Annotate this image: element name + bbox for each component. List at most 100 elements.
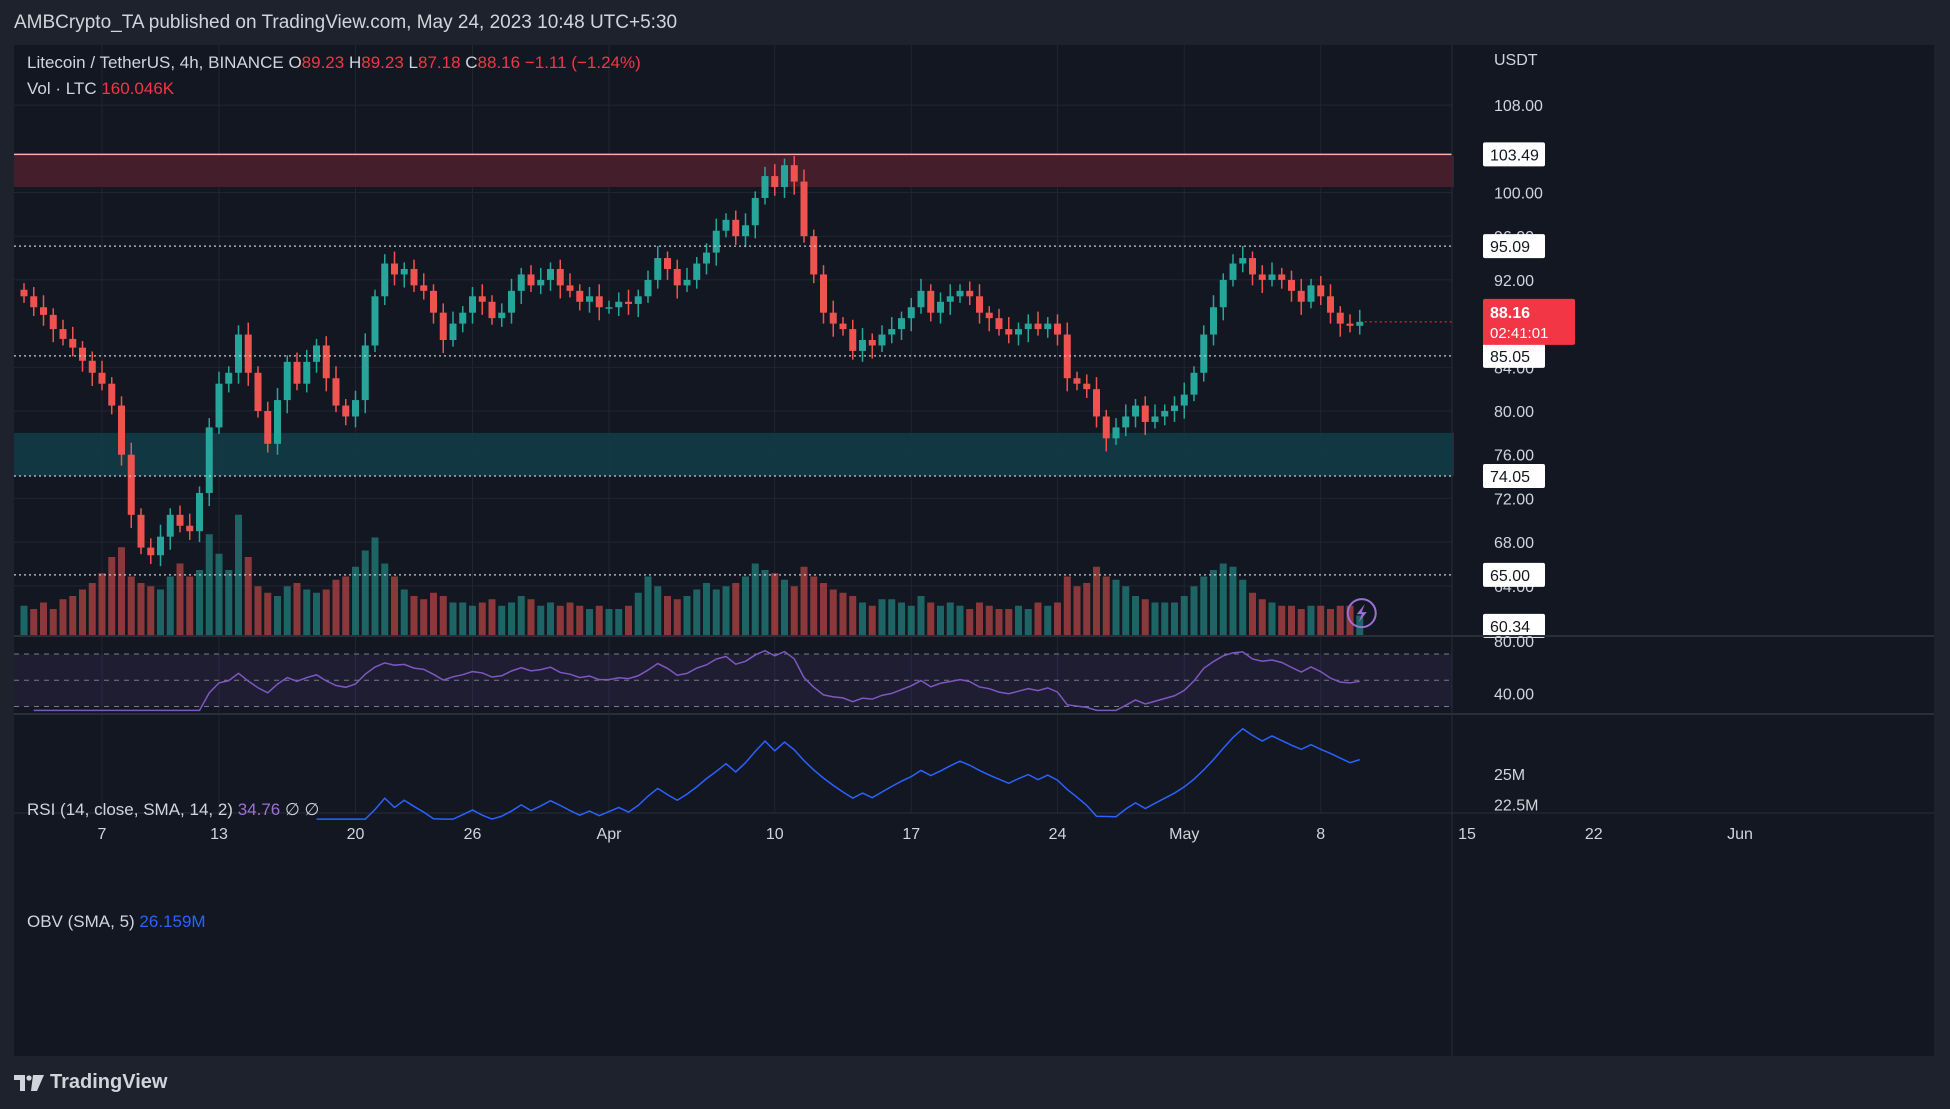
level-tag [1483,464,1545,489]
level-tag [1483,343,1545,368]
volume-bar [196,570,203,635]
candle-body [196,492,203,532]
candle-body [1229,263,1237,280]
volume-bar [69,596,77,635]
candle-body [985,312,993,319]
volume-bar [381,563,389,635]
volume-bar [88,583,96,635]
chart-frame[interactable]: USDT108.00100.0096.0092.0084.0080.0076.0… [14,45,1934,1056]
candle-body [1239,258,1247,264]
candle-body [547,268,554,280]
volume-bar [1122,586,1130,635]
volume-bar [1015,605,1022,635]
tradingview-brand[interactable]: TradingView [50,1071,168,1093]
volume-bar [644,576,652,635]
high-value: 89.23 [361,53,404,72]
candle-body [274,400,281,444]
volume-bar [771,573,779,635]
volume-bar [576,605,584,635]
candle-body [1063,334,1071,379]
candle-body [400,268,408,275]
volume-bar [703,583,710,635]
candle-body [371,296,379,346]
volume-label[interactable]: Vol · LTC [27,79,97,98]
candle-body [293,361,301,384]
candle-body [1044,323,1052,330]
x-tick-label: Apr [597,826,623,843]
candle-body [917,290,925,308]
volume-bar [1005,609,1013,635]
symbol-name[interactable]: Litecoin / TetherUS, 4h, BINANCE [27,53,284,72]
volume-bar [556,605,564,635]
volume-bar [615,609,623,635]
candle-body [137,514,145,548]
candle-body [235,334,242,373]
candle-body [849,329,857,351]
candle-body [1288,279,1295,291]
candle-body [556,268,564,286]
volume-bar [966,609,974,635]
level-tag [1483,562,1545,587]
volume-bar [1102,576,1110,635]
candle-body [1278,274,1286,280]
candle-body [88,360,96,373]
candle-body [898,318,905,330]
volume-bar [1161,602,1169,635]
volume-bar [547,602,554,635]
volume-bar [410,596,418,635]
level-tag-label: 65.00 [1490,568,1530,585]
candle-body [478,296,486,302]
volume-bar [1327,609,1334,635]
volume-bar [459,602,467,635]
volume-bar [400,589,408,635]
tradingview-logo-icon[interactable] [14,1073,44,1093]
candle-body [625,301,632,304]
rsi-label[interactable]: RSI (14, close, SMA, 14, 2) [27,800,233,819]
volume-bar [1210,570,1217,635]
volume-bar [488,599,496,635]
volume-bar [313,592,320,635]
candle-body [586,296,593,302]
volume-bar [205,534,213,635]
volume-bar [1044,605,1052,635]
candle-body [1112,427,1120,439]
candle-body [693,263,701,280]
candle-body [118,405,125,455]
volume-bar [293,583,301,635]
change-value: −1.11 (−1.24%) [524,53,641,72]
x-tick-label: 15 [1458,826,1476,843]
candle-body [215,383,223,428]
candle-body [966,290,974,297]
volume-bar [469,605,476,635]
candle-body [1161,411,1169,417]
candle-body [332,378,340,406]
last-price-tag [1483,298,1575,345]
candle-body [683,279,691,286]
candle-body [108,383,116,406]
price-tick-label: 72.00 [1494,491,1534,508]
x-tick-label: 10 [766,826,784,843]
volume-value: 160.046K [101,79,175,98]
volume-bar [264,592,272,635]
volume-bar [1180,596,1188,635]
candle-body [322,345,330,379]
volume-bar [722,586,730,635]
volume-bar [1171,602,1178,635]
candle-body [829,312,837,324]
volume-bar [605,609,613,635]
volume-bar [1034,602,1042,635]
volume-bar [927,602,935,635]
price-chart[interactable]: USDT108.00100.0096.0092.0084.0080.0076.0… [14,45,1934,1056]
volume-bar [976,602,983,635]
rsi-tick-label: 40.00 [1494,686,1534,703]
obv-label[interactable]: OBV (SMA, 5) [27,912,135,931]
price-tick-label: 92.00 [1494,273,1534,290]
price-tick-label: 108.00 [1494,98,1543,115]
candle-body [1258,274,1266,280]
volume-bar [761,570,769,635]
obv-value: 26.159M [139,912,206,931]
candle-body [313,345,320,362]
volume-bar [137,583,145,635]
volume-bar [430,592,437,635]
candle-body [303,361,311,384]
